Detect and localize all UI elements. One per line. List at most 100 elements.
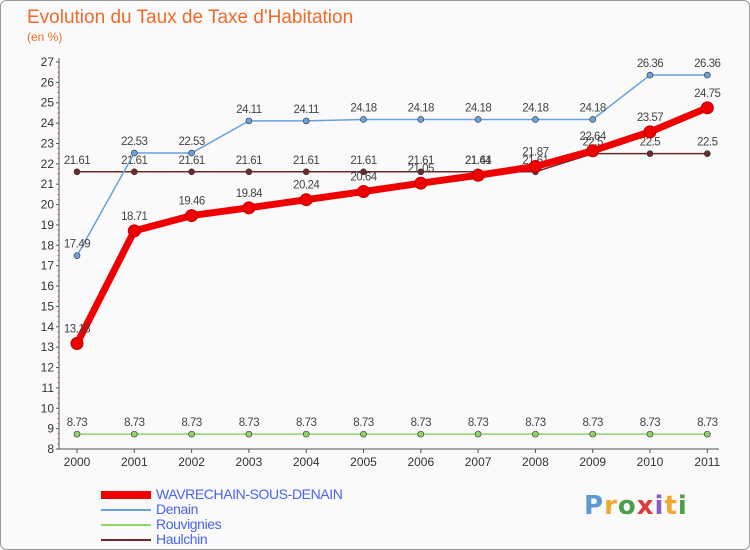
logo-letter: r xyxy=(604,491,618,521)
legend-swatch xyxy=(101,523,151,526)
data-point-haulchin xyxy=(73,168,81,176)
y-tick-label: 15 xyxy=(41,299,55,313)
data-point-haulchin xyxy=(245,168,253,176)
data-point-wavrechain-sous-denain xyxy=(643,125,657,139)
data-label-haulchin: 21.61 xyxy=(350,155,376,167)
y-tick-label: 12 xyxy=(41,361,55,375)
data-label-haulchin: 22.5 xyxy=(640,137,660,149)
data-label-denain: 22.53 xyxy=(178,136,204,148)
data-point-denain xyxy=(131,149,138,157)
y-tick-label: 19 xyxy=(41,218,55,232)
data-label-wavrechain-sous-denain: 20.24 xyxy=(293,180,320,192)
data-point-rouvignies xyxy=(73,430,81,438)
data-label-haulchin: 21.61 xyxy=(236,155,262,167)
data-point-haulchin xyxy=(417,168,425,176)
data-point-denain xyxy=(188,149,195,157)
data-point-haulchin xyxy=(703,150,711,157)
y-tick-label: 11 xyxy=(42,381,55,395)
x-tick-label: 2005 xyxy=(350,455,377,469)
data-label-rouvignies: 8.73 xyxy=(583,417,603,429)
x-tick-label: 2000 xyxy=(64,455,91,469)
legend-swatch xyxy=(101,490,151,499)
series-line-denain xyxy=(76,74,709,257)
data-label-rouvignies: 8.73 xyxy=(697,417,717,429)
data-label-rouvignies: 8.73 xyxy=(353,417,373,429)
data-label-denain: 24.18 xyxy=(350,102,376,114)
data-label-wavrechain-sous-denain: 19.46 xyxy=(178,196,204,208)
data-point-rouvignies xyxy=(703,430,711,438)
data-point-denain xyxy=(646,71,654,79)
data-point-wavrechain-sous-denain xyxy=(127,224,141,238)
data-point-denain xyxy=(474,116,482,123)
data-label-rouvignies: 8.73 xyxy=(239,417,259,429)
y-tick-label: 23 xyxy=(41,136,55,150)
x-tick-label: 2004 xyxy=(293,455,320,469)
data-point-wavrechain-sous-denain xyxy=(586,144,600,158)
data-point-denain xyxy=(532,116,539,123)
data-point-wavrechain-sous-denain xyxy=(700,101,714,115)
data-label-wavrechain-sous-denain: 19.84 xyxy=(236,188,263,200)
data-point-wavrechain-sous-denain xyxy=(414,176,428,190)
y-tick-label: 26 xyxy=(41,75,55,89)
data-label-denain: 24.18 xyxy=(408,102,434,114)
data-label-haulchin: 21.61 xyxy=(121,155,147,167)
data-point-haulchin xyxy=(646,150,654,157)
data-label-wavrechain-sous-denain: 20.64 xyxy=(350,172,377,184)
x-tick-label: 2009 xyxy=(579,455,606,469)
logo-letter: t xyxy=(664,491,678,521)
data-label-haulchin: 21.61 xyxy=(465,155,491,167)
data-point-denain xyxy=(703,71,711,79)
logo-letter: x xyxy=(636,491,655,521)
data-label-wavrechain-sous-denain: 24.75 xyxy=(694,88,720,100)
data-label-rouvignies: 8.73 xyxy=(525,417,545,429)
y-tick-label: 27 xyxy=(41,55,55,69)
data-point-rouvignies xyxy=(302,430,310,438)
y-tick-label: 16 xyxy=(41,279,55,293)
data-label-rouvignies: 8.73 xyxy=(181,417,201,429)
x-tick-label: 2011 xyxy=(694,455,720,469)
data-point-haulchin xyxy=(360,168,367,176)
data-label-rouvignies: 8.73 xyxy=(640,417,660,429)
data-point-denain xyxy=(73,252,81,260)
logo-letter: o xyxy=(617,491,637,521)
data-label-denain: 24.18 xyxy=(522,102,548,114)
y-tick-label: 14 xyxy=(41,320,55,334)
y-tick-label: 10 xyxy=(41,401,55,415)
data-label-wavrechain-sous-denain: 21.05 xyxy=(408,163,434,175)
y-tick-label: 13 xyxy=(41,340,55,354)
chart-unit: (en %) xyxy=(27,30,63,44)
legend-label: WAVRECHAIN-SOUS-DENAIN xyxy=(156,486,343,502)
data-point-denain xyxy=(417,116,425,123)
legend-swatch xyxy=(101,538,151,541)
y-tick-label: 21 xyxy=(41,177,55,191)
data-label-wavrechain-sous-denain: 21.44 xyxy=(465,155,492,167)
x-tick-label: 2003 xyxy=(236,455,263,469)
legend-label: Rouvignies xyxy=(156,516,222,532)
data-point-wavrechain-sous-denain xyxy=(242,201,256,215)
x-tick-label: 2002 xyxy=(178,455,205,469)
data-label-haulchin: 21.61 xyxy=(178,155,204,167)
data-point-haulchin xyxy=(131,168,138,176)
x-tick-label: 2010 xyxy=(637,455,664,469)
legend-label: Denain xyxy=(156,501,198,517)
y-tick-label: 20 xyxy=(41,198,55,212)
data-point-denain xyxy=(589,116,597,123)
y-tick-label: 17 xyxy=(41,259,55,273)
data-label-wavrechain-sous-denain: 13.18 xyxy=(64,323,90,335)
legend-label: Haulchin xyxy=(156,531,208,547)
data-point-haulchin xyxy=(188,168,195,176)
proxiti-logo: Proxiti xyxy=(584,491,688,521)
data-label-rouvignies: 8.73 xyxy=(296,417,316,429)
legend-swatch xyxy=(101,508,151,511)
series-line-haulchin xyxy=(76,152,709,173)
data-label-rouvignies: 8.73 xyxy=(124,417,144,429)
data-label-haulchin: 21.61 xyxy=(408,155,434,167)
data-point-rouvignies xyxy=(646,430,654,438)
data-point-rouvignies xyxy=(474,430,482,438)
x-tick-label: 2008 xyxy=(522,455,549,469)
data-point-rouvignies xyxy=(417,430,425,438)
logo-letter: P xyxy=(584,491,605,521)
data-label-denain: 17.49 xyxy=(64,239,90,251)
